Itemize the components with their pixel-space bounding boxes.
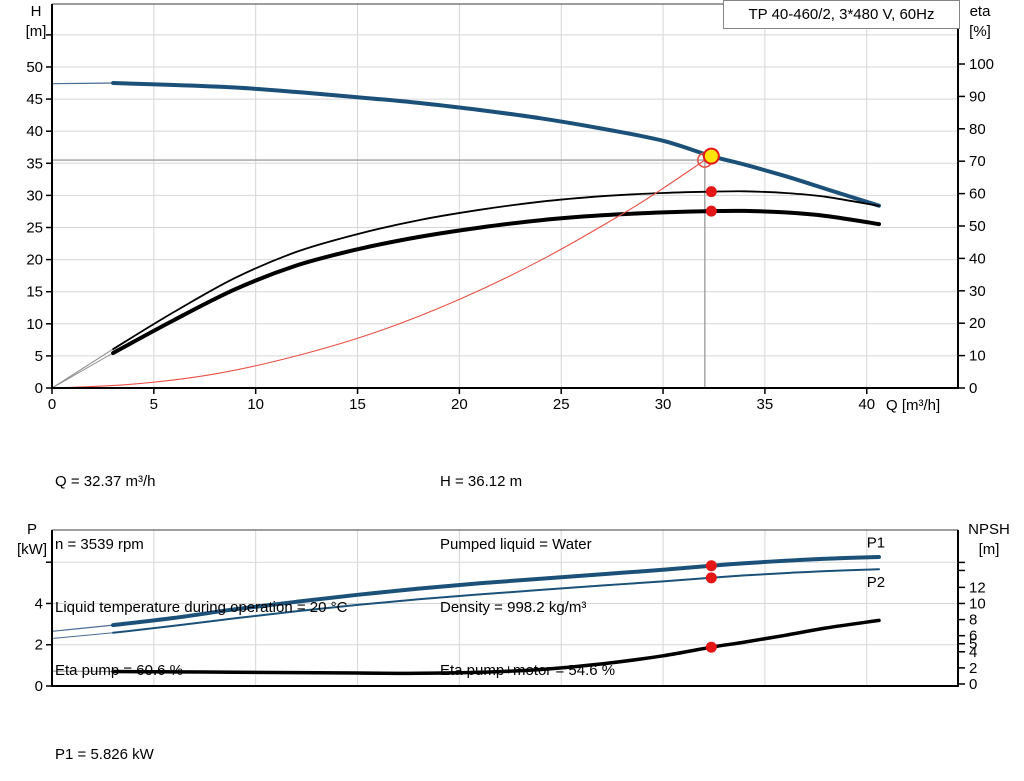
svg-text:4: 4: [35, 595, 43, 612]
svg-text:0: 0: [969, 380, 977, 397]
svg-text:20: 20: [26, 252, 43, 269]
svg-text:10: 10: [26, 316, 43, 333]
head-efficiency-chart-axes: 0510152025303540455001020304050607080901…: [26, 3, 994, 413]
svg-text:50: 50: [26, 59, 43, 76]
duty-info-left: Q = 32.37 m³/h n = 3539 rpm Liquid tempe…: [55, 429, 347, 723]
svg-text:10: 10: [969, 348, 986, 365]
info-line-eta-pump: Eta pump = 60.6 %: [55, 662, 183, 679]
eta-axis-title-symbol: eta: [969, 3, 991, 20]
svg-text:35: 35: [757, 396, 774, 413]
svg-text:50: 50: [969, 218, 986, 235]
info-line-density: Density = 998.2 kg/m³: [440, 599, 587, 616]
h-axis-title-symbol: H: [30, 3, 42, 20]
svg-text:100: 100: [969, 56, 994, 73]
svg-text:2: 2: [35, 637, 43, 654]
pump-title-box: TP 40-460/2, 3*480 V, 60Hz: [723, 0, 960, 29]
svg-text:90: 90: [969, 88, 986, 105]
svg-text:15: 15: [349, 396, 366, 413]
head-efficiency-chart-duty-markers: [697, 147, 720, 217]
svg-text:45: 45: [26, 91, 43, 108]
svg-text:30: 30: [655, 396, 672, 413]
svg-text:20: 20: [451, 396, 468, 413]
svg-text:40: 40: [26, 123, 43, 140]
svg-text:70: 70: [969, 153, 986, 170]
svg-text:40: 40: [969, 250, 986, 267]
info-line-eta-total: Eta pump+motor = 54.6 %: [440, 662, 616, 679]
power-npsh-chart-grid: [52, 530, 958, 686]
curve-duty-dot: [705, 560, 717, 572]
h-axis-title: H [m]: [10, 2, 62, 42]
curve-duty-dot: [705, 186, 717, 198]
info-line-head: H = 36.12 m: [440, 473, 523, 490]
info-line-p1: P1 = 5.826 kW: [55, 746, 154, 763]
duty-info-right: H = 36.12 m Pumped liquid = Water Densit…: [440, 429, 615, 723]
svg-text:2: 2: [969, 660, 977, 677]
curve-duty-dot: [705, 641, 717, 653]
npsh-axis-title-symbol: NPSH: [968, 521, 1010, 538]
p-axis-title-symbol: P: [26, 521, 37, 538]
info-line-liquid: Pumped liquid = Water: [440, 536, 592, 553]
head-efficiency-chart-pump-head-curve: [51, 81, 881, 208]
svg-text:0: 0: [35, 380, 43, 397]
head-efficiency-chart-eta-pump-curve: [51, 190, 880, 389]
svg-text:40: 40: [858, 396, 875, 413]
series-label-p2: P2: [867, 574, 885, 591]
head-efficiency-chart-system-curve: [51, 159, 706, 389]
info-line-temperature: Liquid temperature during operation = 20…: [55, 599, 348, 616]
svg-text:25: 25: [26, 219, 43, 236]
svg-text:30: 30: [969, 283, 986, 300]
power-npsh-chart-npsh-curve: [51, 618, 881, 676]
svg-text:8: 8: [969, 612, 977, 629]
npsh-axis-title-unit: [m]: [978, 541, 1000, 558]
svg-text:60: 60: [969, 186, 986, 203]
power-npsh-chart-p1-power-curve: [51, 555, 881, 632]
svg-text:0: 0: [35, 678, 43, 695]
curve-duty-dot: [705, 205, 717, 217]
duty-info-bottom: P1 = 5.826 kW P2 = 5.243 kW NPSH = 4.57 …: [55, 702, 160, 781]
power-npsh-chart-p2-power-curve: [51, 568, 880, 639]
p-axis-title: P [kW]: [6, 520, 58, 560]
eta-axis-title: eta [%]: [954, 2, 1006, 42]
power-npsh-chart-duty-markers: [705, 560, 717, 653]
svg-text:80: 80: [969, 121, 986, 138]
svg-text:0: 0: [969, 676, 977, 693]
series-label-p1: P1: [867, 535, 885, 552]
svg-text:20: 20: [969, 315, 986, 332]
svg-text:25: 25: [553, 396, 570, 413]
info-line-speed: n = 3539 rpm: [55, 536, 144, 553]
svg-text:5: 5: [150, 396, 158, 413]
svg-text:10: 10: [969, 595, 986, 612]
head-efficiency-chart-duty-lines: [52, 159, 706, 388]
svg-text:30: 30: [26, 187, 43, 204]
svg-text:15: 15: [26, 284, 43, 301]
h-axis-title-unit: [m]: [25, 23, 47, 40]
svg-text:4: 4: [969, 644, 977, 661]
operating-point-marker: [702, 147, 720, 165]
svg-text:35: 35: [26, 155, 43, 172]
svg-text:5: 5: [969, 636, 977, 653]
p-axis-title-unit: [kW]: [17, 541, 47, 558]
svg-text:0: 0: [48, 396, 56, 413]
eta-axis-title-unit: [%]: [969, 23, 991, 40]
svg-text:10: 10: [247, 396, 264, 413]
svg-text:6: 6: [969, 628, 977, 645]
info-line-flow: Q = 32.37 m³/h: [55, 473, 156, 490]
svg-text:5: 5: [35, 348, 43, 365]
npsh-axis-title: NPSH [m]: [958, 520, 1020, 560]
head-efficiency-chart-eta-pump-motor-curve: [51, 208, 881, 389]
svg-text:12: 12: [969, 579, 986, 596]
curve-duty-dot: [705, 572, 717, 584]
q-axis-label: Q [m³/h]: [886, 397, 941, 414]
